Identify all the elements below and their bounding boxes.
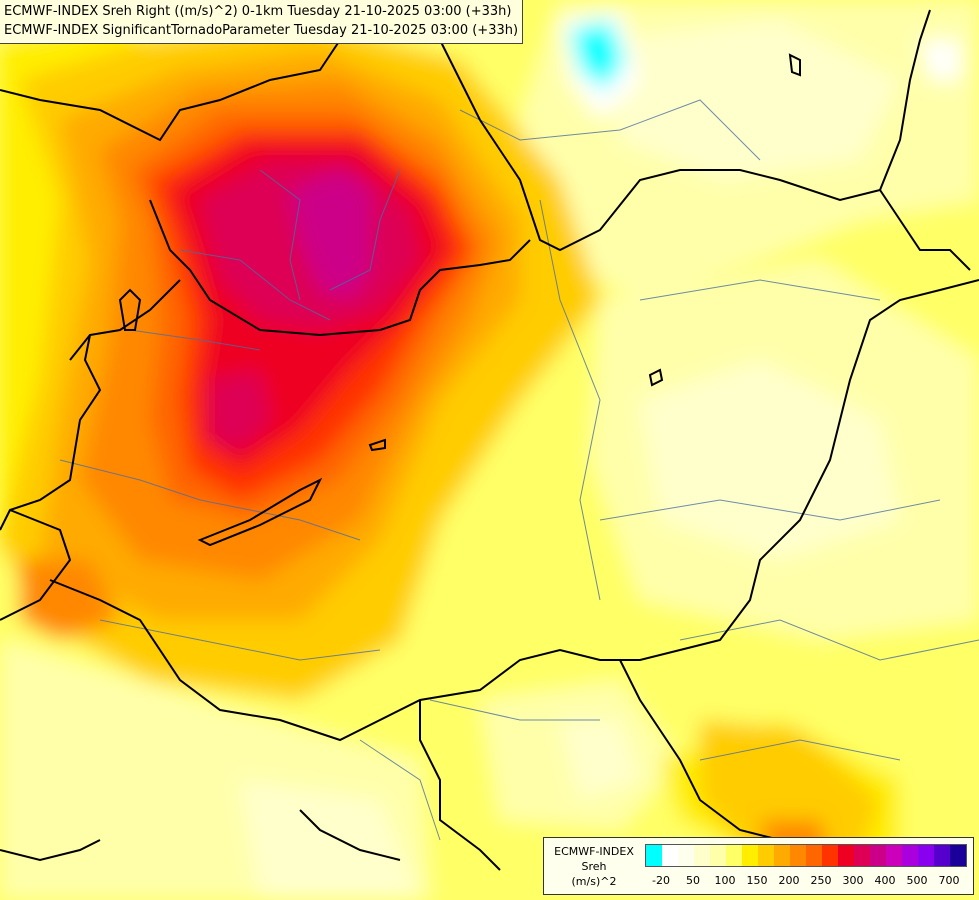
- legend-swatch: [790, 845, 806, 866]
- map-title: ECMWF-INDEX Sreh Right ((m/s)^2) 0-1km T…: [0, 0, 524, 44]
- legend-title: ECMWF-INDEX Sreh (m/s)^2: [548, 844, 640, 889]
- legend-swatch: [710, 845, 726, 866]
- legend-swatch: [886, 845, 902, 866]
- legend-swatch: [774, 845, 790, 866]
- legend-swatch: [694, 845, 710, 866]
- legend-swatch: [806, 845, 822, 866]
- title-line-2: ECMWF-INDEX SignificantTornadoParameter …: [4, 23, 519, 38]
- legend-tick-label: -20: [652, 874, 670, 887]
- legend-swatch: [918, 845, 934, 866]
- legend-tick-label: 150: [746, 874, 768, 887]
- legend-tick-label: 300: [842, 874, 864, 887]
- legend-swatch: [726, 845, 742, 866]
- legend-swatch: [758, 845, 774, 866]
- legend-unit: (m/s)^2: [571, 875, 617, 888]
- country-borders: [0, 9, 979, 871]
- legend-tick-label: 50: [686, 874, 700, 887]
- legend-tick-label: 400: [874, 874, 896, 887]
- legend-tick-label: 200: [778, 874, 800, 887]
- legend-swatch: [934, 845, 950, 866]
- legend-swatch: [838, 845, 854, 866]
- legend-swatch: [950, 845, 966, 866]
- legend-swatch: [662, 845, 678, 866]
- legend-swatch: [822, 845, 838, 866]
- legend-swatch: [646, 845, 662, 866]
- legend-model: ECMWF-INDEX: [554, 845, 634, 858]
- legend-swatch: [870, 845, 886, 866]
- legend-variable: Sreh: [581, 860, 607, 873]
- legend-swatch: [854, 845, 870, 866]
- title-line-1: ECMWF-INDEX Sreh Right ((m/s)^2) 0-1km T…: [4, 4, 512, 19]
- color-legend: ECMWF-INDEX Sreh (m/s)^2 -20 50 100 150 200 2…: [543, 837, 974, 895]
- legend-tick-label: 500: [906, 874, 928, 887]
- legend-tick-label: 100: [714, 874, 736, 887]
- legend-swatches: [645, 844, 967, 867]
- legend-ticks: -20 50 100 150 200 250 300 400 500 700: [645, 874, 975, 890]
- legend-tick-label: 250: [810, 874, 832, 887]
- legend-swatch: [902, 845, 918, 866]
- legend-swatch: [678, 845, 694, 866]
- region-borders: [59, 99, 979, 841]
- legend-swatch: [742, 845, 758, 866]
- legend-tick-label: 700: [938, 874, 960, 887]
